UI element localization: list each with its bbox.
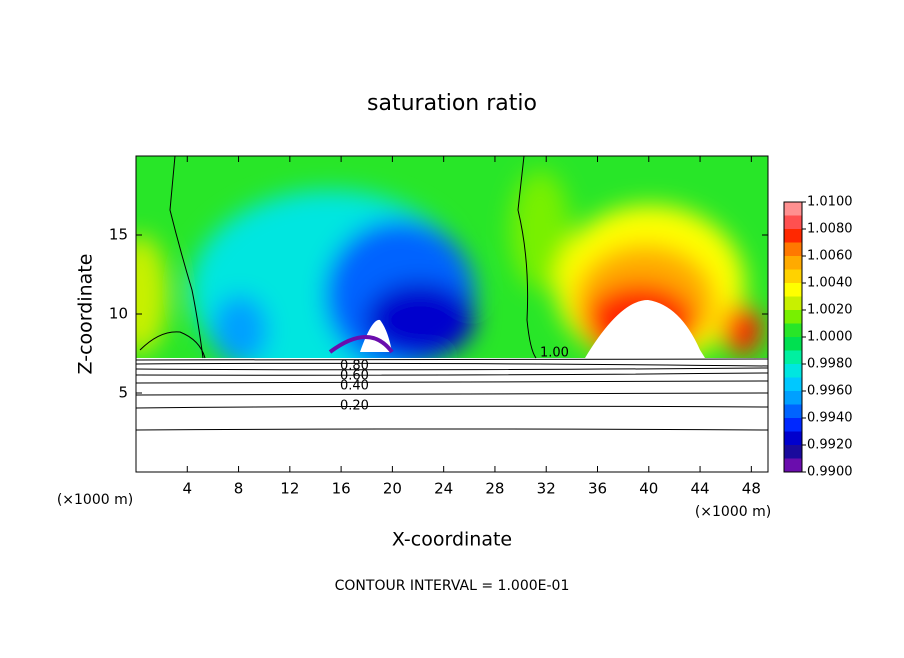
colorbar-swatch xyxy=(784,283,802,297)
field xyxy=(136,156,768,472)
colorbar-swatch xyxy=(784,364,802,378)
colorbar-label: 1.0040 xyxy=(807,276,853,291)
contour-label: 1.00 xyxy=(540,346,569,361)
x-axis-label: X-coordinate xyxy=(392,529,512,551)
contour-label: 0.60 xyxy=(340,369,369,384)
colorbar-swatch xyxy=(784,391,802,405)
colorbar-label: 1.0000 xyxy=(807,330,853,345)
colorbar-swatch xyxy=(784,458,802,472)
x-tick-label: 40 xyxy=(639,480,658,498)
colorbar-swatch xyxy=(784,418,802,432)
contour-line xyxy=(136,362,768,367)
contour-line xyxy=(136,372,768,376)
contour-label: 0.20 xyxy=(340,399,369,414)
field-edge xyxy=(328,335,394,354)
y-tick-label: 15 xyxy=(109,226,128,244)
x-tick-label: 24 xyxy=(434,480,453,498)
white-region xyxy=(136,358,768,472)
x-tick-label: 36 xyxy=(588,480,607,498)
contour-label: 0.80 xyxy=(340,359,369,374)
x-tick-label: 16 xyxy=(332,480,351,498)
contour-line xyxy=(136,367,768,371)
contour-label: 0.40 xyxy=(340,379,369,394)
colorbar-swatch xyxy=(784,229,802,243)
contour-line xyxy=(136,358,768,361)
colorbar-swatch xyxy=(784,445,802,459)
contour-line xyxy=(136,380,768,384)
y-tick-label: 10 xyxy=(109,305,128,323)
colorbar-swatch xyxy=(784,377,802,391)
y-tick-label: 5 xyxy=(118,384,128,402)
colorbar-label: 0.9960 xyxy=(807,384,853,399)
colorbar-swatch xyxy=(784,323,802,337)
chart-title: saturation ratio xyxy=(367,91,537,116)
contour-line xyxy=(136,428,768,431)
x-unit: (×1000 m) xyxy=(57,492,133,508)
field-blob xyxy=(212,295,268,365)
colorbar-swatch xyxy=(784,310,802,324)
contour-line xyxy=(139,331,206,359)
contour-line xyxy=(517,156,537,359)
colorbar-swatch xyxy=(784,215,802,229)
colorbar-swatch xyxy=(784,202,802,216)
white-region xyxy=(585,300,705,358)
field-blob xyxy=(365,282,475,358)
colorbar-swatch xyxy=(784,242,802,256)
colorbar-swatch xyxy=(784,269,802,283)
colorbar-label: 1.0060 xyxy=(807,249,853,264)
y-axis-label: Z-coordinate xyxy=(75,254,97,375)
colorbar-swatch xyxy=(784,337,802,351)
field-blob xyxy=(510,170,570,290)
colorbar-swatch xyxy=(784,404,802,418)
field-blob xyxy=(136,235,168,355)
x-tick-label: 20 xyxy=(383,480,402,498)
colorbar-swatch xyxy=(784,350,802,364)
colorbar-label: 0.9980 xyxy=(807,357,853,372)
colorbar-label: 0.9940 xyxy=(807,411,853,426)
x-tick-label: 4 xyxy=(183,480,193,498)
colorbar-label: 1.0080 xyxy=(807,222,853,237)
x-tick-label: 48 xyxy=(742,480,761,498)
x-tick-label: 32 xyxy=(537,480,556,498)
footnote: CONTOUR INTERVAL = 1.000E-01 xyxy=(335,578,570,594)
colorbar-label: 1.0020 xyxy=(807,303,853,318)
contour-line xyxy=(169,156,204,359)
x-unit: (×1000 m) xyxy=(695,504,771,520)
x-tick-label: 12 xyxy=(280,480,299,498)
x-tick-label: 28 xyxy=(485,480,504,498)
field-blob xyxy=(722,305,762,355)
colorbar-label: 1.0100 xyxy=(807,195,853,210)
x-tick-label: 8 xyxy=(234,480,244,498)
colorbar-swatch xyxy=(784,296,802,310)
contour-line xyxy=(136,405,768,409)
colorbar-label: 0.9920 xyxy=(807,438,853,453)
colorbar-label: 0.9900 xyxy=(807,465,853,480)
x-tick-label: 44 xyxy=(691,480,710,498)
colorbar-swatch xyxy=(784,256,802,270)
colorbar-swatch xyxy=(784,431,802,445)
